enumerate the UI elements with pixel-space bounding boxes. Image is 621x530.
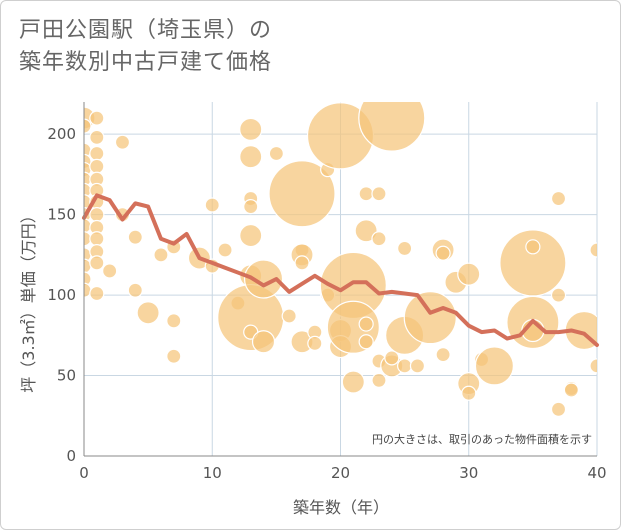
- bubble-point: [397, 358, 413, 374]
- chart-title: 戸田公園駅（埼玉県）の 築年数別中古戸建て価格: [19, 15, 272, 79]
- bubble-layer: [84, 102, 597, 417]
- y-tick-label: 150: [47, 206, 76, 224]
- y-axis-title: 坪（3.3㎡）単価（万円）: [19, 207, 38, 392]
- bubble-point: [341, 370, 365, 394]
- bubble-point: [550, 190, 567, 207]
- bubble-point: [166, 348, 182, 364]
- bubble-point: [281, 308, 297, 324]
- bubble-point: [239, 145, 263, 169]
- bubble-point: [127, 282, 143, 298]
- bubble-point: [89, 145, 105, 162]
- y-tick-label: 0: [66, 447, 76, 465]
- x-tick-label: 20: [331, 464, 350, 482]
- bubble-point: [354, 219, 378, 243]
- bubble-point: [217, 242, 233, 258]
- bubble-point: [89, 285, 105, 302]
- axes: 0 10 20 30 40 0 50 100 150 200: [47, 102, 607, 482]
- bubble-point: [204, 197, 220, 213]
- bubble-point: [89, 231, 105, 247]
- bubble-point: [268, 145, 284, 162]
- bubble-point: [457, 262, 481, 286]
- bubble-point: [358, 334, 374, 350]
- bubble-point: [358, 102, 426, 152]
- bubble-point: [525, 239, 541, 255]
- bubble-point: [403, 291, 457, 345]
- bubble-point: [563, 382, 579, 398]
- x-tick-label: 0: [79, 464, 89, 482]
- average-price-line: [82, 193, 599, 347]
- bubble-point: [114, 134, 131, 150]
- bubble-point: [589, 242, 597, 258]
- line-layer: [82, 193, 599, 347]
- bubble-point: [89, 158, 105, 174]
- bubble-point: [166, 313, 182, 329]
- y-tick-label: 100: [47, 286, 76, 304]
- y-tick-label: 200: [47, 125, 76, 143]
- bubble-point: [384, 350, 400, 366]
- bubble-point: [89, 207, 105, 223]
- bubble-point: [371, 372, 387, 388]
- x-tick-label: 10: [203, 464, 222, 482]
- y-tick-label: 50: [57, 367, 76, 385]
- bubble-point: [251, 330, 276, 354]
- bubble-point: [84, 118, 92, 134]
- bubble-point: [89, 255, 105, 271]
- bubble-point: [239, 223, 263, 248]
- chart-title-line-2: 築年数別中古戸建て価格: [19, 50, 273, 75]
- bubble-point: [102, 263, 118, 279]
- bubble-point: [89, 110, 105, 126]
- x-axis-title: 築年数（年）: [293, 498, 389, 517]
- bubble-point: [84, 271, 92, 287]
- bubble-point: [243, 259, 284, 299]
- bubble-point: [550, 287, 567, 303]
- bubble-point: [461, 385, 477, 401]
- bubble-point: [435, 245, 451, 261]
- bubble-point: [371, 186, 387, 202]
- bubble-point: [397, 240, 413, 257]
- bubble-point: [474, 346, 514, 386]
- x-tick-label: 30: [459, 464, 478, 482]
- bubble-point: [127, 229, 143, 245]
- bubble-point: [307, 335, 323, 351]
- x-tick-label: 40: [587, 464, 606, 482]
- size-note: 円の大きさは、取引のあった物件面積を示す: [372, 432, 592, 446]
- bubble-point: [589, 358, 597, 374]
- bubble-point: [239, 117, 263, 141]
- bubble-point: [371, 231, 387, 247]
- chart-title-line-1: 戸田公園駅（埼玉県）の: [19, 18, 273, 43]
- bubble-point: [550, 401, 567, 417]
- bubble-point: [409, 358, 426, 374]
- bubble-point: [89, 129, 105, 145]
- bubble-point: [358, 186, 374, 202]
- bubble-point: [243, 198, 259, 215]
- bubble-point: [268, 160, 336, 228]
- bubble-point: [294, 255, 310, 271]
- bubble-point: [435, 347, 451, 363]
- bubble-point: [153, 247, 169, 263]
- bubble-point: [358, 316, 374, 332]
- bubble-point: [136, 301, 160, 325]
